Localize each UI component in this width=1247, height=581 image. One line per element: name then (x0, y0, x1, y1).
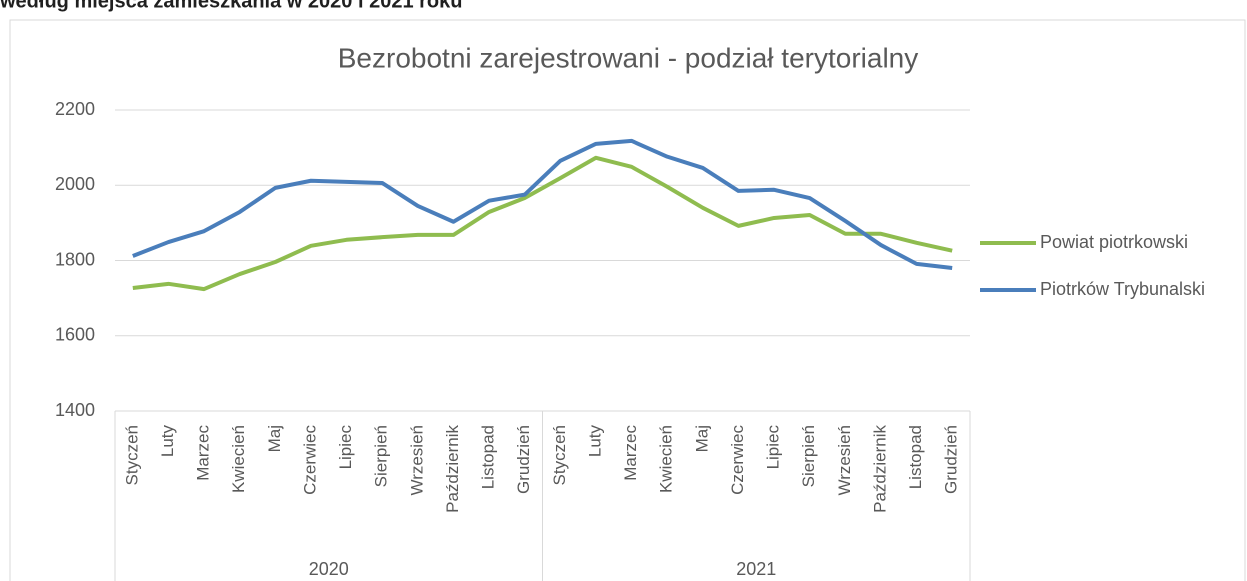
x-tick-label: Grudzień (514, 425, 533, 494)
x-tick-label: Październik (870, 425, 889, 513)
x-tick-label: Styczeń (550, 425, 569, 485)
x-tick-label: Maj (692, 425, 711, 452)
y-tick-label: 1400 (55, 400, 95, 420)
x-tick-label: Lipiec (764, 425, 783, 470)
y-tick-label: 1600 (55, 325, 95, 345)
group-label: 2021 (736, 559, 776, 579)
x-tick-label: Styczeń (122, 425, 141, 485)
x-tick-label: Marzec (621, 425, 640, 481)
x-tick-label: Październik (443, 425, 462, 513)
x-tick-label: Wrzesień (835, 425, 854, 496)
legend-label: Piotrków Trybunalski (1040, 279, 1205, 299)
x-tick-label: Sierpień (372, 425, 391, 487)
x-tick-label: Maj (265, 425, 284, 452)
x-tick-label: Kwiecień (229, 425, 248, 493)
x-tick-label: Luty (158, 425, 177, 458)
x-tick-label: Grudzień (942, 425, 961, 494)
x-tick-label: Wrzesień (407, 425, 426, 496)
legend-label: Powiat piotrkowski (1040, 232, 1188, 252)
x-tick-label: Listopad (906, 425, 925, 489)
x-tick-label: Marzec (194, 425, 213, 481)
chart-title: Bezrobotni zarejestrowani - podział tery… (338, 42, 919, 73)
y-tick-label: 2000 (55, 174, 95, 194)
x-tick-label: Luty (585, 425, 604, 458)
group-label: 2020 (309, 559, 349, 579)
x-tick-label: Czerwiec (300, 425, 319, 495)
heading: według miejsca zamieszkania w 2020 i 202… (0, 0, 462, 12)
series-line (132, 138, 953, 271)
x-tick-label: Czerwiec (728, 425, 747, 495)
x-tick-label: Sierpień (799, 425, 818, 487)
y-tick-label: 2200 (55, 99, 95, 119)
chart-frame (9, 19, 1246, 581)
x-tick-label: Kwiecień (657, 425, 676, 493)
x-tick-label: Lipiec (336, 425, 355, 470)
y-tick-label: 1800 (55, 249, 95, 269)
x-tick-label: Listopad (479, 425, 498, 489)
series-line (132, 155, 953, 292)
